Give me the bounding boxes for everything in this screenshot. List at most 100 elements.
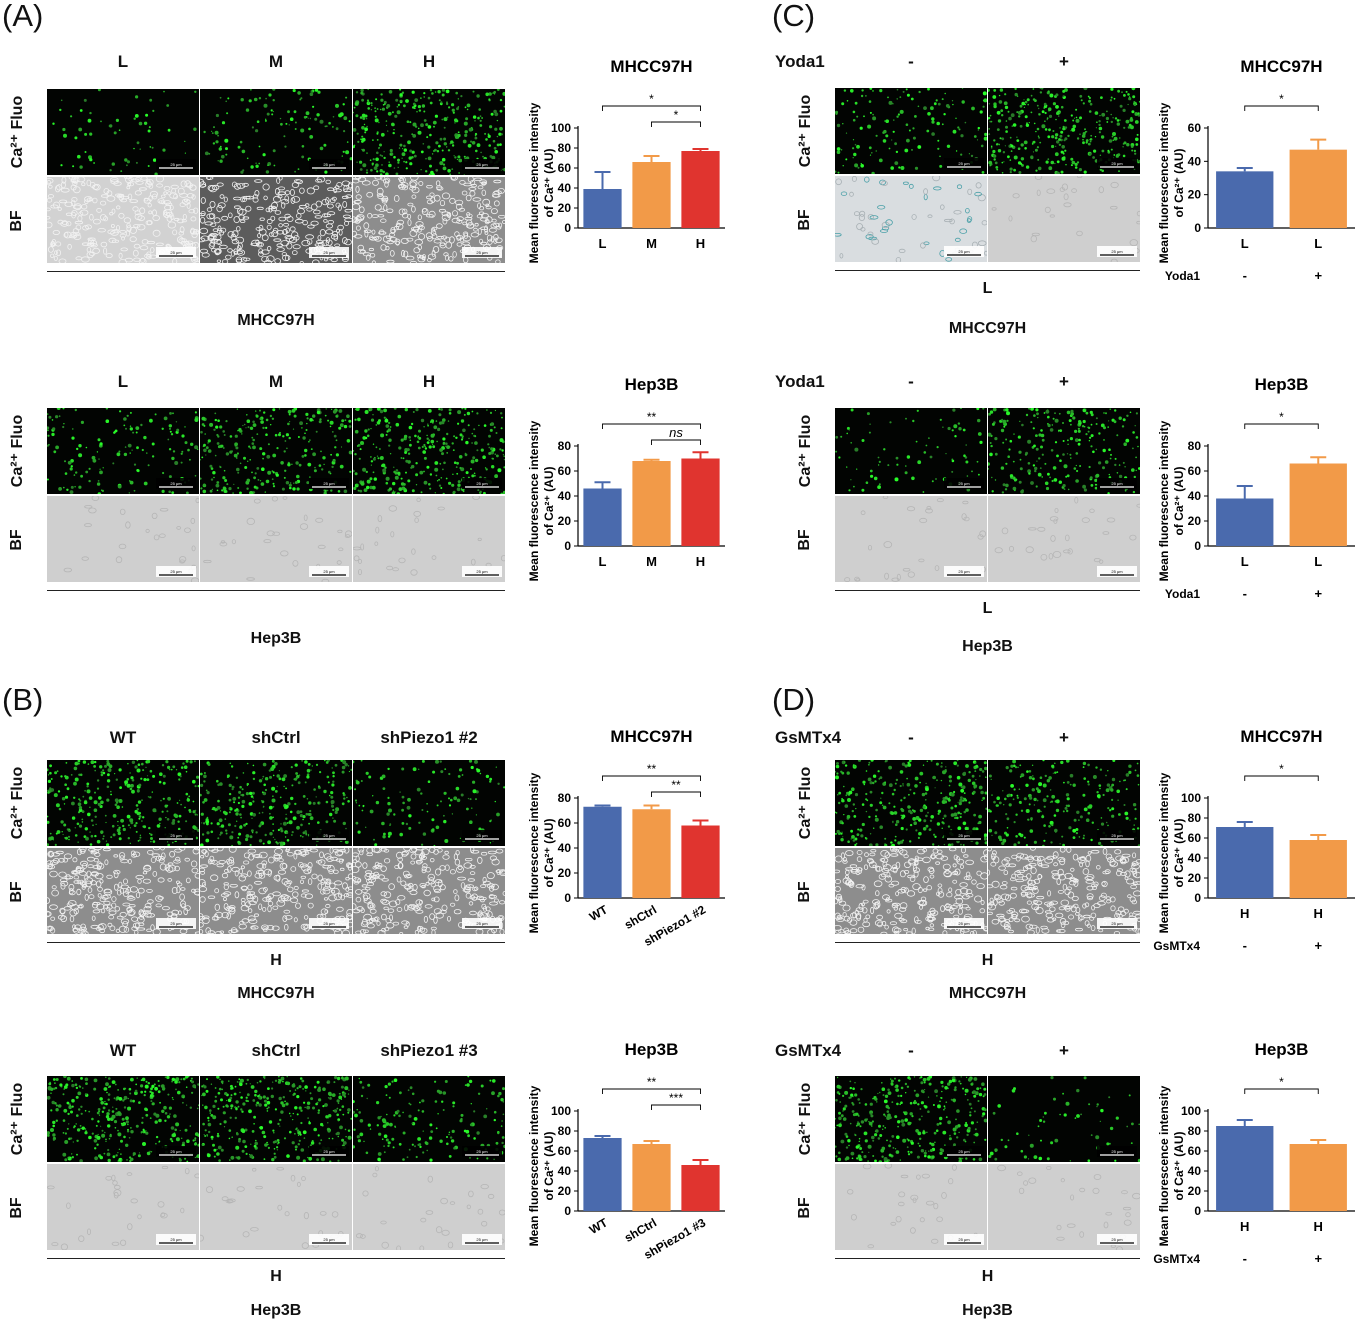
column-label: shPiezo1 #3 <box>380 1041 478 1060</box>
y-tick-label: 80 <box>1188 811 1202 825</box>
svg-text:25 μm: 25 μm <box>170 921 182 926</box>
treatment-row-name: Yoda1 <box>1165 587 1200 601</box>
column-label: L <box>117 372 129 391</box>
fluorescence-image: 25 μm <box>835 408 987 494</box>
brightfield-image: 25 μm <box>988 496 1140 582</box>
x-tick-label: M <box>646 554 657 569</box>
y-axis-label: Mean fluorescence intensityof Ca²⁺ (AU) <box>527 1085 556 1246</box>
y-tick-label: 20 <box>558 1184 572 1198</box>
treatment-row-name: Yoda1 <box>1165 269 1200 283</box>
svg-text:25 μm: 25 μm <box>323 250 335 255</box>
y-tick-label: 80 <box>558 1124 572 1138</box>
bar <box>1289 840 1347 898</box>
x-tick-label: H <box>696 236 705 251</box>
y-tick-label: 20 <box>558 866 572 880</box>
brightfield-image: 25 μm <box>200 496 352 582</box>
significance-label: ** <box>647 762 657 776</box>
row-label-fluo: Ca²⁺ Fluo <box>9 1082 26 1156</box>
fluorescence-image: 25 μm <box>988 88 1140 174</box>
y-tick-label: 0 <box>564 539 571 553</box>
bar <box>681 825 720 898</box>
group-underline <box>47 1258 505 1259</box>
significance-bracket <box>1244 423 1319 429</box>
brightfield-image: 25 μm <box>47 848 199 934</box>
bar <box>1216 171 1274 228</box>
significance-bracket <box>1244 775 1319 781</box>
row-label-fluo: Ca²⁺ Fluo <box>9 414 26 488</box>
svg-text:25 μm: 25 μm <box>323 1149 335 1154</box>
column-label: + <box>1059 52 1069 71</box>
significance-label: * <box>1279 92 1284 106</box>
panel-label-b: (B) <box>2 682 44 717</box>
fluorescence-image: 25 μm <box>988 760 1140 846</box>
x-tick-label: WT <box>587 1215 611 1237</box>
fluorescence-image: 25 μm <box>47 760 199 846</box>
fluorescence-image: 25 μm <box>200 408 352 494</box>
row-label-bf: BF <box>796 209 813 231</box>
row-label-fluo: Ca²⁺ Fluo <box>9 766 26 840</box>
y-axis-label: Mean fluorescence intensityof Ca²⁺ (AU) <box>1157 772 1186 933</box>
condition-label: L <box>982 600 993 617</box>
micrograph-grid: 25 μm 25 μm 25 μm 25 μm 25 μm 25 μm <box>47 408 505 582</box>
y-axis-label: Mean fluorescence intensityof Ca²⁺ (AU) <box>1157 1085 1186 1246</box>
significance-label: ** <box>647 1075 657 1089</box>
bar <box>632 461 671 546</box>
y-tick-label: 100 <box>1181 791 1201 805</box>
cell-line-label: Hep3B <box>962 1302 1013 1319</box>
svg-text:25 μm: 25 μm <box>170 481 182 486</box>
significance-bracket <box>602 105 701 111</box>
fluorescence-image: 25 μm <box>835 1076 987 1162</box>
x-tick-label: H <box>1240 906 1249 921</box>
y-tick-label: 80 <box>558 439 572 453</box>
micrograph-grid: 25 μm 25 μm 25 μm 25 μm 25 μm 25 μm <box>47 760 505 934</box>
bar <box>1216 1126 1274 1211</box>
fluorescence-image: 25 μm <box>47 89 199 175</box>
column-label: L <box>117 52 129 71</box>
row-label-bf: BF <box>796 529 813 551</box>
brightfield-image: 25 μm <box>835 848 987 934</box>
group-underline <box>835 1258 1140 1259</box>
treatment-row-value: + <box>1314 586 1322 601</box>
svg-text:25 μm: 25 μm <box>170 833 182 838</box>
x-tick-label: L <box>599 554 607 569</box>
y-tick-label: 80 <box>558 141 572 155</box>
brightfield-image: 25 μm <box>353 1164 505 1250</box>
svg-text:25 μm: 25 μm <box>170 1149 182 1154</box>
group-underline <box>47 942 505 943</box>
row-label-bf: BF <box>8 881 25 903</box>
svg-text:25 μm: 25 μm <box>323 921 335 926</box>
condition-label: H <box>981 1268 994 1285</box>
group-underline <box>47 271 505 272</box>
y-tick-label: 80 <box>1188 439 1202 453</box>
y-tick-label: 60 <box>558 1144 572 1158</box>
significance-label: * <box>649 92 654 106</box>
bar <box>583 189 622 228</box>
brightfield-image: 25 μm <box>835 496 987 582</box>
bar <box>583 806 622 898</box>
brightfield-image: 25 μm <box>353 177 505 263</box>
x-tick-label: WT <box>587 902 611 924</box>
significance-label: * <box>1279 410 1284 424</box>
bar <box>1289 149 1347 228</box>
svg-text:25 μm: 25 μm <box>170 1237 182 1242</box>
y-tick-label: 20 <box>1188 188 1202 202</box>
row-label-fluo: Ca²⁺ Fluo <box>797 766 814 840</box>
y-tick-label: 60 <box>1188 1144 1202 1158</box>
row-label-fluo: Ca²⁺ Fluo <box>797 414 814 488</box>
micrograph-grid: 25 μm 25 μm 25 μm 25 μm 25 μm 25 μm <box>47 89 505 263</box>
y-tick-label: 80 <box>558 791 572 805</box>
bar-chart: MHCC97H Mean fluorescence intensityof Ca²… <box>527 57 725 263</box>
condition-label: H <box>270 952 282 969</box>
brightfield-image: 25 μm <box>988 1164 1140 1250</box>
treatment-row-name: GsMTx4 <box>1153 1252 1200 1266</box>
brightfield-image: 25 μm <box>200 848 352 934</box>
cell-line-label: MHCC97H <box>948 320 1027 337</box>
column-label: + <box>1059 1041 1069 1060</box>
brightfield-image: 25 μm <box>988 848 1140 934</box>
brightfield-image: 25 μm <box>200 1164 352 1250</box>
brightfield-image: 25 μm <box>988 176 1140 262</box>
significance-bracket <box>602 1088 701 1094</box>
y-tick-label: 60 <box>558 816 572 830</box>
column-label: - <box>908 372 914 391</box>
